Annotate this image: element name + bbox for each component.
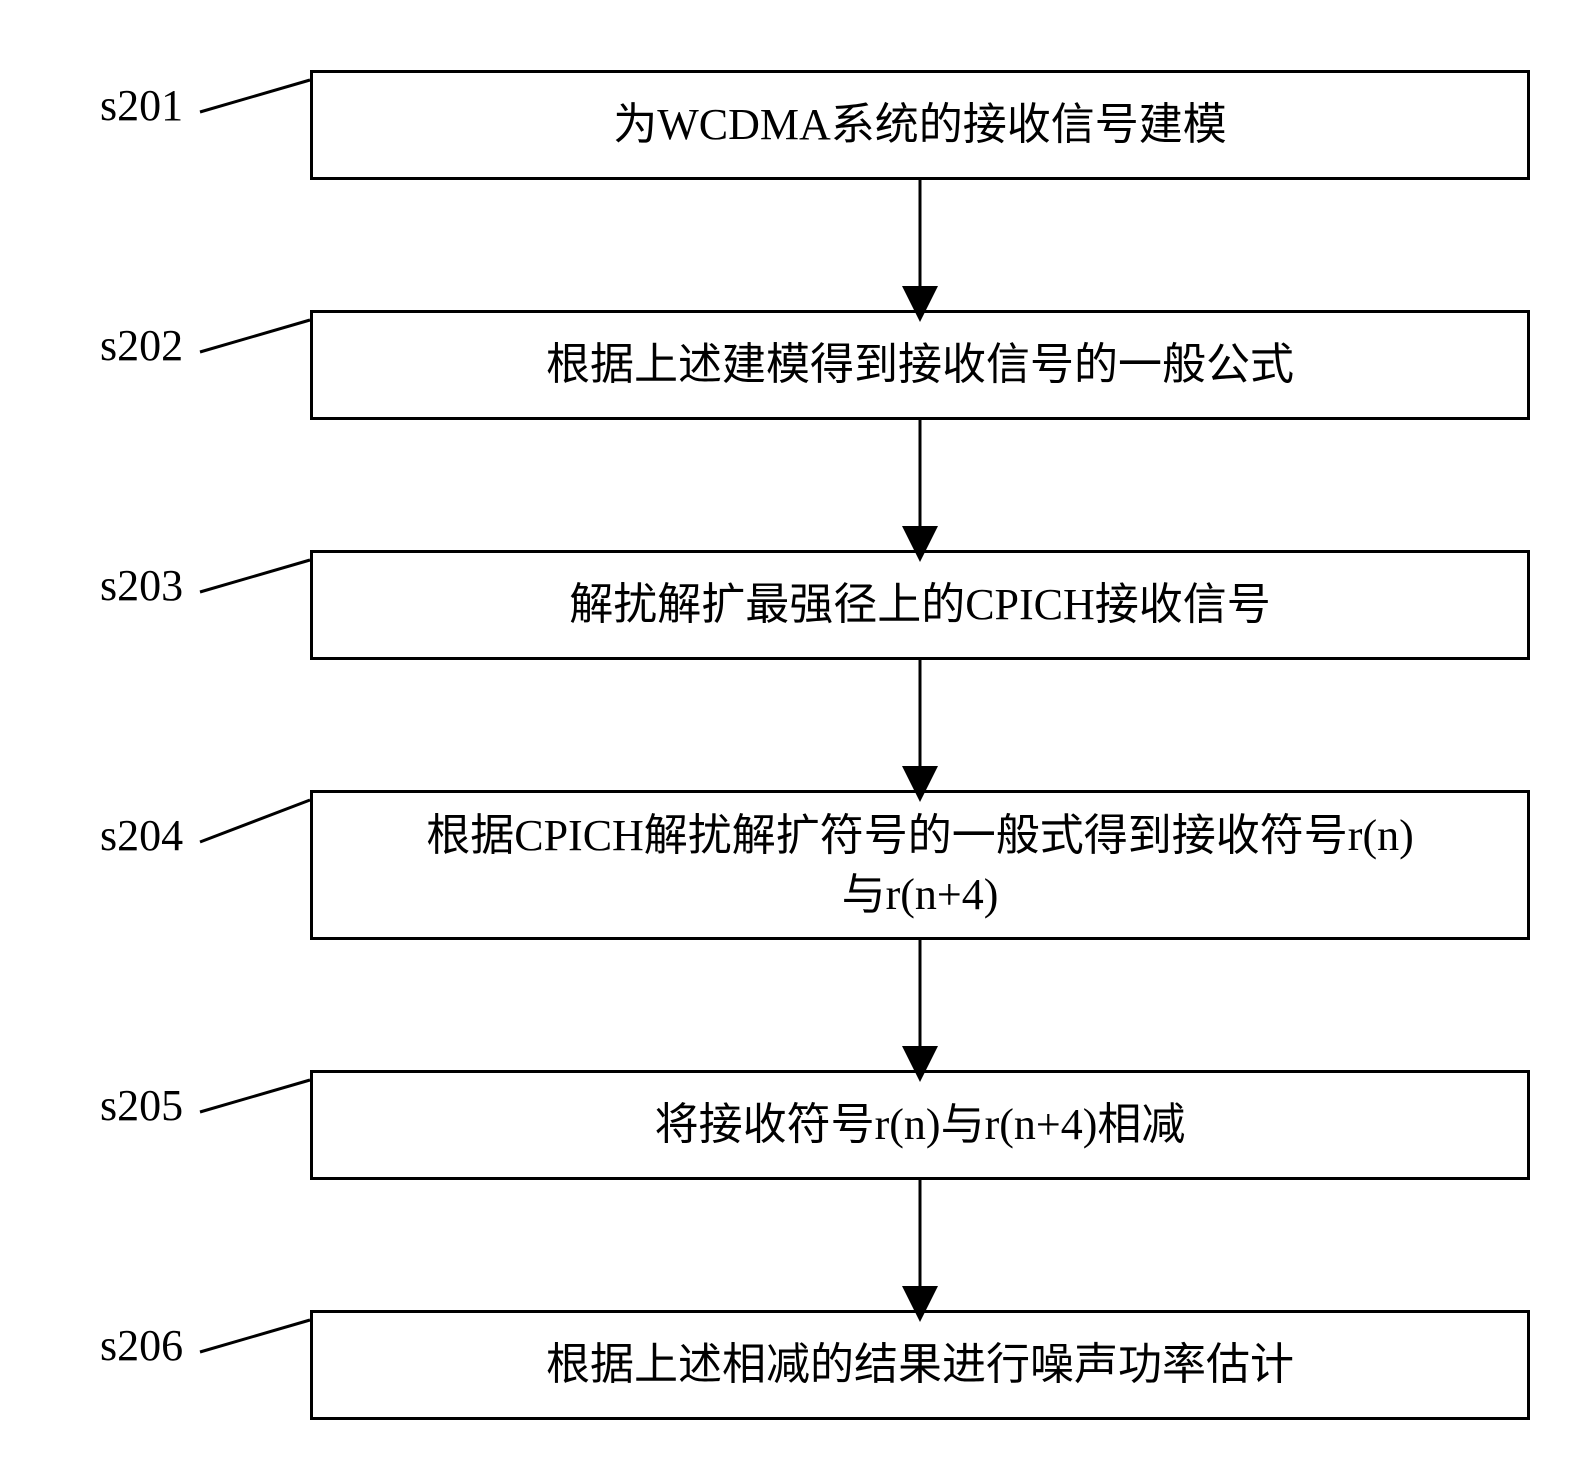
step-label-s203: s203 (100, 560, 183, 611)
step-box-s201: 为WCDMA系统的接收信号建模 (310, 70, 1530, 180)
step-text-s202: 根据上述建模得到接收信号的一般公式 (546, 335, 1294, 394)
step-label-s204: s204 (100, 810, 183, 861)
step-text-s205: 将接收符号r(n)与r(n+4)相减 (655, 1095, 1186, 1154)
step-box-s206: 根据上述相减的结果进行噪声功率估计 (310, 1310, 1530, 1420)
step-text-s204: 根据CPICH解扰解扩符号的一般式得到接收符号r(n) 与r(n+4) (426, 806, 1414, 925)
step-box-s204: 根据CPICH解扰解扩符号的一般式得到接收符号r(n) 与r(n+4) (310, 790, 1530, 940)
step-box-s202: 根据上述建模得到接收信号的一般公式 (310, 310, 1530, 420)
step-text-s206: 根据上述相减的结果进行噪声功率估计 (546, 1335, 1294, 1394)
step-label-s201: s201 (100, 80, 183, 131)
step-label-s202: s202 (100, 320, 183, 371)
step-box-s203: 解扰解扩最强径上的CPICH接收信号 (310, 550, 1530, 660)
step-text-s201: 为WCDMA系统的接收信号建模 (613, 95, 1227, 154)
step-label-s205: s205 (100, 1080, 183, 1131)
step-text-s203: 解扰解扩最强径上的CPICH接收信号 (569, 575, 1271, 634)
step-label-s206: s206 (100, 1320, 183, 1371)
step-box-s205: 将接收符号r(n)与r(n+4)相减 (310, 1070, 1530, 1180)
